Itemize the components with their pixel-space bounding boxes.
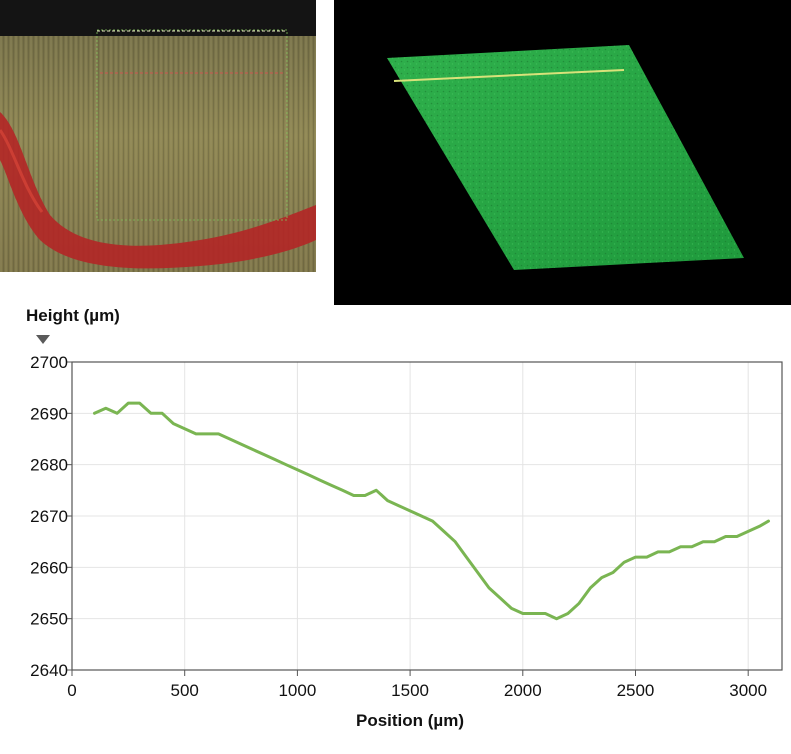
- y-tick-label: 2670: [30, 507, 68, 526]
- x-tick-label: 0: [67, 681, 76, 700]
- micrograph-svg: [0, 0, 316, 272]
- series-line: [93, 401, 770, 621]
- y-tick-label: 2690: [30, 404, 68, 423]
- height-profile-chart: 0 500 1000 1500 2000 2500 3000 2640 2650 2660 2670…: [0, 300, 791, 749]
- y-axis-label: Height (µm): [26, 306, 120, 325]
- scan-3d-image: [334, 0, 791, 305]
- x-tick-label: 1500: [391, 681, 429, 700]
- x-tick-label: 3000: [729, 681, 767, 700]
- x-tick-label: 1000: [278, 681, 316, 700]
- ticks-layer: 0 500 1000 1500 2000 2500 3000 2640 2650 2660 2670…: [30, 353, 767, 700]
- y-axis-marker-icon: [36, 335, 50, 344]
- y-tick-label: 2640: [30, 661, 68, 680]
- y-tick-label: 2680: [30, 456, 68, 475]
- series-layer: [93, 401, 770, 621]
- x-tick-label: 500: [171, 681, 199, 700]
- chart-svg: 0 500 1000 1500 2000 2500 3000 2640 2650 2660 2670…: [26, 306, 783, 730]
- scan-3d-svg: [387, 45, 744, 270]
- y-tick-label: 2650: [30, 610, 68, 629]
- y-tick-label: 2700: [30, 353, 68, 372]
- x-tick-label: 2500: [617, 681, 655, 700]
- x-axis-label: Position (µm): [356, 711, 464, 730]
- x-tick-label: 2000: [504, 681, 542, 700]
- y-tick-label: 2660: [30, 558, 68, 577]
- micrograph-image: [0, 0, 316, 272]
- grid-layer: [71, 361, 782, 671]
